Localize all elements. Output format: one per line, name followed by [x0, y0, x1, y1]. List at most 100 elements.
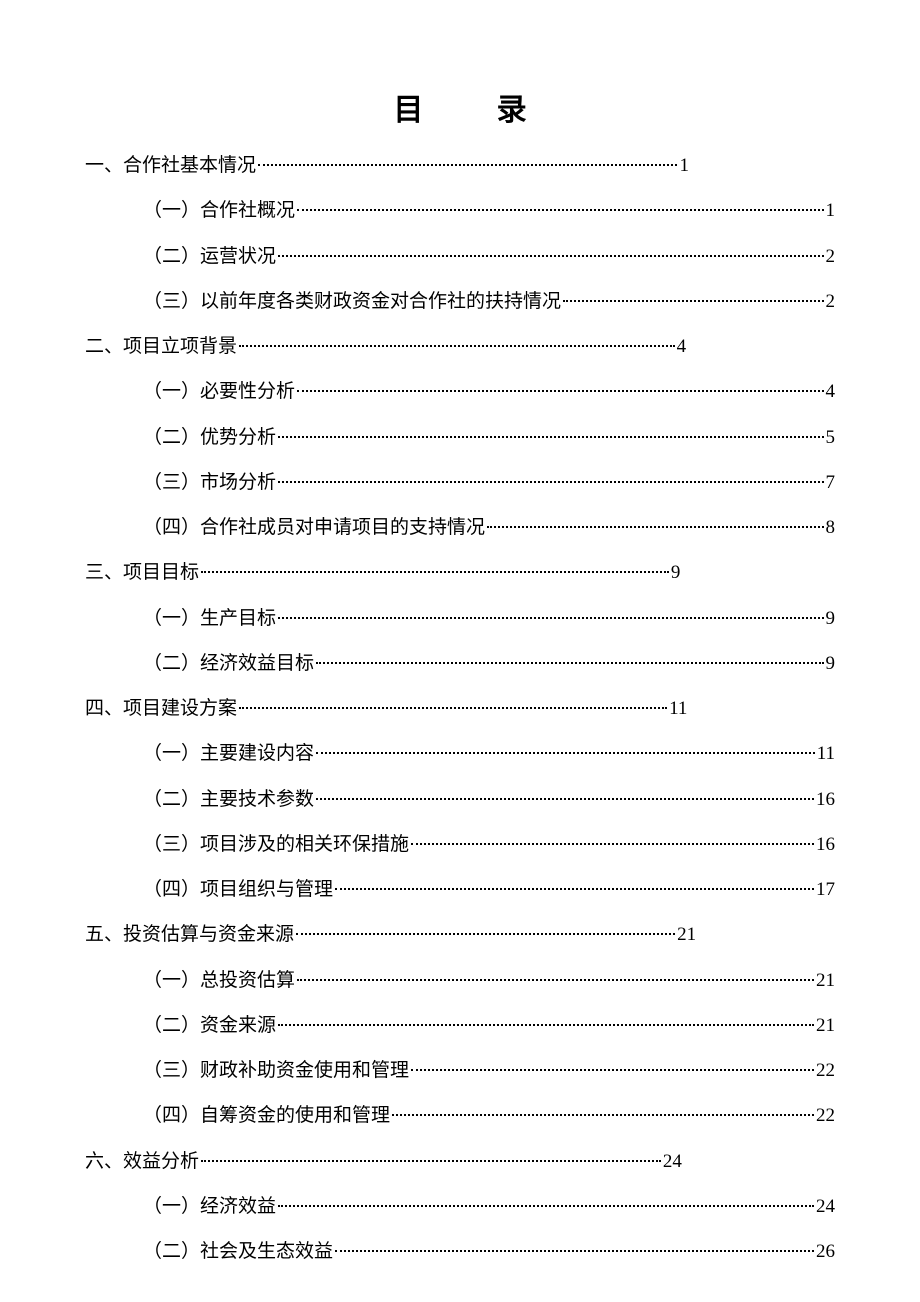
toc-entry-label: 三、项目目标	[85, 556, 199, 589]
toc-leader-dots	[335, 888, 814, 890]
toc-entry: （一）主要建设内容 11	[85, 737, 835, 770]
toc-entry-page: 2	[826, 285, 836, 318]
toc-entry: （二）社会及生态效益 26	[85, 1235, 835, 1268]
toc-entry-page: 21	[816, 964, 835, 997]
toc-leader-dots	[487, 526, 823, 528]
toc-entry-label: （一）主要建设内容	[143, 737, 314, 770]
toc-entry-label: （三）财政补助资金使用和管理	[143, 1054, 409, 1087]
toc-entry: （一）生产目标 9	[85, 602, 835, 635]
toc-entry-page: 7	[826, 466, 836, 499]
toc-entry: （四）项目组织与管理 17	[85, 873, 835, 906]
toc-entry-page: 2	[826, 240, 836, 273]
toc-entry-page: 1	[826, 194, 836, 227]
toc-entry: （三）项目涉及的相关环保措施 16	[85, 828, 835, 861]
toc-leader-dots	[316, 798, 814, 800]
toc-entry: 六、效益分析 24	[85, 1145, 835, 1178]
toc-entry-label: （三）项目涉及的相关环保措施	[143, 828, 409, 861]
toc-entry: 一、合作社基本情况 1	[85, 149, 835, 182]
toc-entry-label: （二）主要技术参数	[143, 783, 314, 816]
toc-leader-dots	[258, 164, 677, 166]
toc-entry-label: （四）合作社成员对申请项目的支持情况	[143, 511, 485, 544]
toc-leader-dots	[239, 707, 667, 709]
toc-entry-page: 22	[816, 1099, 835, 1132]
toc-leader-dots	[316, 662, 823, 664]
toc-leader-dots	[201, 1160, 661, 1162]
toc-entry: （二）主要技术参数 16	[85, 783, 835, 816]
toc-entry-label: （二）社会及生态效益	[143, 1235, 333, 1268]
toc-entry-label: （一）合作社概况	[143, 194, 295, 227]
toc-leader-dots	[278, 617, 823, 619]
toc-entry: （二）资金来源 21	[85, 1009, 835, 1042]
toc-entry-label: （二）运营状况	[143, 240, 276, 273]
toc-entry-page: 16	[816, 783, 835, 816]
toc-entry: 三、项目目标 9	[85, 556, 835, 589]
toc-entry-page: 17	[816, 873, 835, 906]
toc-leader-dots	[411, 1069, 814, 1071]
toc-entry: （一）总投资估算 21	[85, 964, 835, 997]
toc-entry-label: 六、效益分析	[85, 1145, 199, 1178]
toc-entry: （三）财政补助资金使用和管理 22	[85, 1054, 835, 1087]
toc-entry-label: （一）总投资估算	[143, 964, 295, 997]
toc-entry-page: 9	[826, 647, 836, 680]
toc-entry: 四、项目建设方案 11	[85, 692, 835, 725]
toc-leader-dots	[297, 390, 823, 392]
toc-entry: （四）合作社成员对申请项目的支持情况 8	[85, 511, 835, 544]
toc-entry-page: 9	[671, 556, 681, 589]
toc-leader-dots	[278, 1024, 814, 1026]
toc-entry-label: （一）必要性分析	[143, 375, 295, 408]
toc-entry-page: 24	[663, 1145, 682, 1178]
toc-leader-dots	[278, 255, 823, 257]
toc-leader-dots	[201, 571, 669, 573]
toc-entry-page: 21	[677, 918, 696, 951]
toc-entry-label: （四）自筹资金的使用和管理	[143, 1099, 390, 1132]
toc-entry-label: （三）市场分析	[143, 466, 276, 499]
toc-entry-page: 8	[826, 511, 836, 544]
toc-entry: 二、项目立项背景 4	[85, 330, 835, 363]
toc-leader-dots	[297, 979, 814, 981]
toc-entry-page: 26	[816, 1235, 835, 1268]
toc-entry: （二）优势分析 5	[85, 421, 835, 454]
toc-entry-page: 11	[669, 692, 687, 725]
toc-leader-dots	[278, 1205, 814, 1207]
toc-entry-page: 11	[817, 737, 835, 770]
toc-container: 一、合作社基本情况1（一）合作社概况1（二）运营状况2（三）以前年度各类财政资金…	[85, 149, 835, 1268]
toc-entry-page: 22	[816, 1054, 835, 1087]
toc-title: 目 录	[85, 85, 835, 129]
toc-entry-page: 21	[816, 1009, 835, 1042]
toc-leader-dots	[563, 300, 823, 302]
toc-leader-dots	[411, 843, 814, 845]
toc-entry: （一）经济效益 24	[85, 1190, 835, 1223]
toc-entry: （二）经济效益目标 9	[85, 647, 835, 680]
toc-entry-label: （一）经济效益	[143, 1190, 276, 1223]
toc-entry: （一）必要性分析 4	[85, 375, 835, 408]
toc-leader-dots	[296, 933, 675, 935]
toc-entry-label: （二）经济效益目标	[143, 647, 314, 680]
toc-entry-label: 五、投资估算与资金来源	[85, 918, 294, 951]
toc-entry-label: （四）项目组织与管理	[143, 873, 333, 906]
toc-entry-page: 4	[826, 375, 836, 408]
title-char-1: 目	[393, 85, 423, 129]
toc-entry-label: （二）优势分析	[143, 421, 276, 454]
toc-entry-page: 5	[826, 421, 836, 454]
toc-entry-page: 1	[679, 149, 689, 182]
toc-entry-page: 16	[816, 828, 835, 861]
toc-entry-page: 4	[677, 330, 687, 363]
toc-entry-label: （二）资金来源	[143, 1009, 276, 1042]
toc-leader-dots	[278, 436, 823, 438]
toc-entry-label: （一）生产目标	[143, 602, 276, 635]
toc-leader-dots	[297, 209, 823, 211]
toc-entry: （四）自筹资金的使用和管理 22	[85, 1099, 835, 1132]
toc-entry-label: 二、项目立项背景	[85, 330, 237, 363]
toc-entry: 五、投资估算与资金来源 21	[85, 918, 835, 951]
toc-entry-label: 四、项目建设方案	[85, 692, 237, 725]
toc-leader-dots	[278, 481, 823, 483]
toc-entry-page: 24	[816, 1190, 835, 1223]
toc-entry-page: 9	[826, 602, 836, 635]
toc-entry-label: （三）以前年度各类财政资金对合作社的扶持情况	[143, 285, 561, 318]
toc-entry: （二）运营状况 2	[85, 240, 835, 273]
toc-entry-label: 一、合作社基本情况	[85, 149, 256, 182]
toc-leader-dots	[392, 1114, 814, 1116]
toc-entry: （一）合作社概况 1	[85, 194, 835, 227]
toc-leader-dots	[335, 1250, 814, 1252]
toc-entry: （三）以前年度各类财政资金对合作社的扶持情况 2	[85, 285, 835, 318]
